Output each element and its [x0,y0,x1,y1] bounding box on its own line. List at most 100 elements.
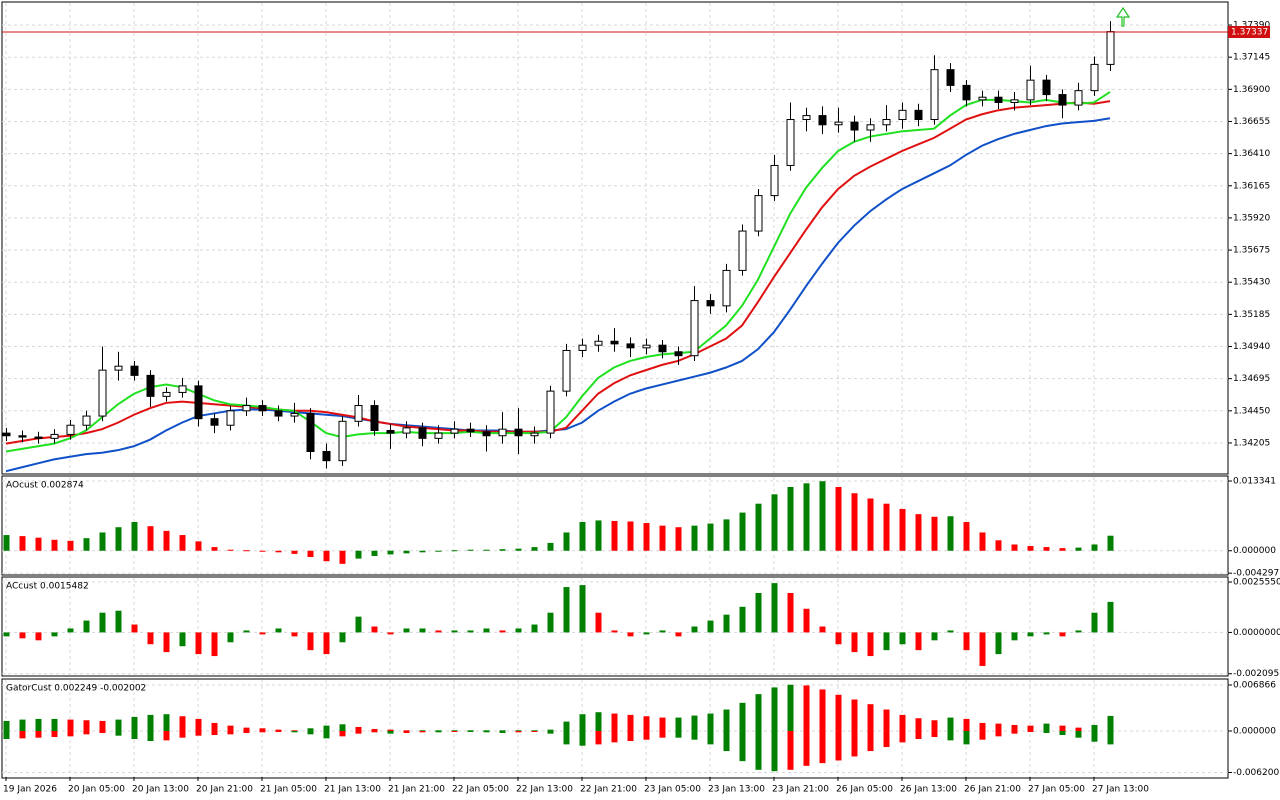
histogram-bar [291,550,298,554]
gator-bar [131,730,138,740]
gator-bar [275,730,282,732]
gator-bar [163,714,170,731]
x-tick-label: 23 Jan 21:00 [772,785,829,795]
gator-bar [51,718,58,731]
gator-bar [195,730,202,736]
gator-bar [1107,715,1114,731]
histogram-bar [675,527,682,551]
gator-bar [403,730,410,732]
candle-body [770,164,779,197]
candle-body [674,351,683,357]
candle-body [786,119,795,166]
gator-bar [147,714,154,731]
gator-bar [915,718,922,731]
histogram-bar [1027,546,1034,551]
histogram-bar [147,526,154,551]
histogram-bar [979,632,986,666]
gator-bar [99,720,106,731]
candle-body [98,369,107,417]
gator-bar [1107,730,1114,745]
gator-bar [979,730,986,740]
y-tick-label: 1.36900 [1233,85,1270,95]
gator-bar [19,719,26,731]
candle-body [130,365,139,376]
histogram-bar [1011,544,1018,551]
gator-bar [467,730,474,732]
gator-bar [243,730,250,733]
histogram-bar [195,632,202,655]
candle-body [610,340,619,345]
candle-body [530,432,539,437]
histogram-bar [19,536,26,551]
histogram-bar [83,538,90,551]
histogram-bar [819,481,826,551]
y-tick-label: 1.35675 [1233,246,1270,256]
histogram-bar [483,549,490,551]
gator-bar [275,729,282,731]
histogram-bar [579,585,586,633]
histogram-bar [755,592,762,633]
x-tick-label: 27 Jan 05:00 [1028,785,1085,795]
candle-body [114,365,123,371]
x-tick-label: 20 Jan 21:00 [196,785,253,795]
candle-body [834,121,843,126]
histogram-bar [403,628,410,633]
histogram-bar [995,632,1002,655]
histogram-bar [739,606,746,633]
gator-bar [115,730,122,736]
histogram-bar [899,632,906,645]
gator-bar [707,730,714,745]
histogram-bar [371,626,378,633]
gator-bar [723,709,730,731]
candle-body [578,344,587,351]
x-tick-label: 27 Jan 13:00 [1092,785,1149,795]
histogram-bar [963,521,970,551]
y-tick-label: 0.013341 [1233,477,1276,487]
y-tick-label: 0.000000 [1233,726,1276,736]
candle-body [850,121,859,131]
current-price-box [1228,25,1270,38]
histogram-bar [723,519,730,551]
histogram-bar [467,549,474,551]
histogram-bar [851,632,858,653]
y-tick-label: 1.34940 [1233,342,1270,352]
candle-body [66,424,75,435]
histogram-bar [1107,535,1114,551]
gator-bar [755,730,762,770]
histogram-bar [243,550,250,552]
histogram-bar [307,632,314,651]
y-tick-label: 1.34205 [1233,438,1270,448]
histogram-bar [51,539,58,551]
gator-bar [675,717,682,731]
candle-body [642,344,651,349]
gator-bar [723,730,730,752]
candle-body [562,349,571,392]
candle-body [322,450,331,462]
histogram-bar [3,632,10,637]
candle-body [626,343,635,349]
candle-body [354,405,363,422]
gator-bar [595,712,602,731]
histogram-bar [563,532,570,551]
gator-bar [291,730,298,732]
histogram-bar [115,527,122,551]
gator-bar [195,718,202,731]
gator-bar [1091,724,1098,731]
histogram-bar [611,520,618,551]
gator-bar [515,730,522,732]
gator-bar [579,730,586,746]
histogram-bar [51,632,58,637]
gator-bar [1059,725,1066,731]
gator-bar [627,730,634,742]
gator-bar [483,730,490,733]
candle-body [242,405,251,412]
panel-frame [1,576,1229,677]
gator-bar [595,730,602,745]
y-tick-label: 1.37390 [1233,21,1270,31]
candle-body [1090,63,1099,92]
gator-bar [339,724,346,731]
panel-frame [1,1,1229,475]
candle-body [402,427,411,434]
histogram-bar [243,630,250,633]
histogram-bar [947,516,954,551]
